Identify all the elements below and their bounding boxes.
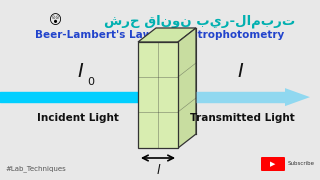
Text: Subscribe: Subscribe xyxy=(288,161,315,166)
Polygon shape xyxy=(285,88,310,106)
Text: Incident Light: Incident Light xyxy=(37,113,119,123)
Text: Beer-Lambert's Law in spectrophotometry: Beer-Lambert's Law in spectrophotometry xyxy=(36,30,284,40)
FancyBboxPatch shape xyxy=(261,157,285,171)
Text: ▶: ▶ xyxy=(270,161,276,167)
Text: 😲: 😲 xyxy=(49,14,61,27)
Polygon shape xyxy=(138,28,196,42)
Polygon shape xyxy=(138,42,178,148)
Polygon shape xyxy=(178,28,196,148)
Text: I: I xyxy=(77,62,83,81)
Text: Transmitted Light: Transmitted Light xyxy=(190,113,294,123)
Text: l: l xyxy=(156,164,160,177)
Text: #Lab_Techniques: #Lab_Techniques xyxy=(5,165,66,172)
Text: 0: 0 xyxy=(87,77,94,87)
Text: شرح قانون بير-لامبرت: شرح قانون بير-لامبرت xyxy=(104,14,295,28)
Text: I: I xyxy=(237,62,243,81)
